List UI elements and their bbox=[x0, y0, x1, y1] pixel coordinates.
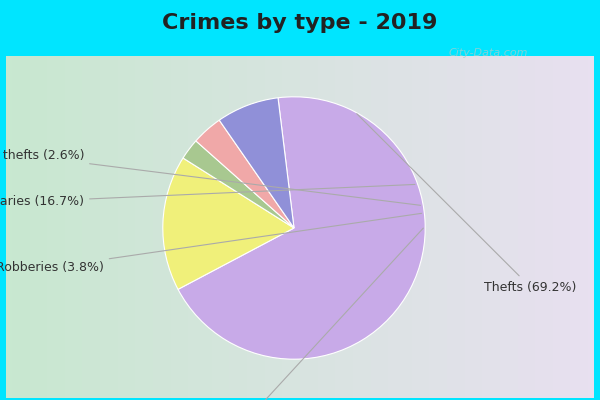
Wedge shape bbox=[196, 120, 294, 228]
Text: Burglaries (16.7%): Burglaries (16.7%) bbox=[0, 184, 415, 208]
Wedge shape bbox=[219, 98, 294, 228]
Text: Robberies (3.8%): Robberies (3.8%) bbox=[0, 213, 422, 274]
Text: Thefts (69.2%): Thefts (69.2%) bbox=[357, 114, 577, 294]
Text: Auto thefts (2.6%): Auto thefts (2.6%) bbox=[0, 149, 421, 205]
Text: Assaults (7.7%): Assaults (7.7%) bbox=[206, 228, 424, 400]
Wedge shape bbox=[163, 158, 294, 289]
Wedge shape bbox=[183, 141, 294, 228]
Wedge shape bbox=[178, 97, 425, 359]
Text: City-Data.com: City-Data.com bbox=[449, 48, 528, 58]
Text: Crimes by type - 2019: Crimes by type - 2019 bbox=[163, 13, 437, 33]
